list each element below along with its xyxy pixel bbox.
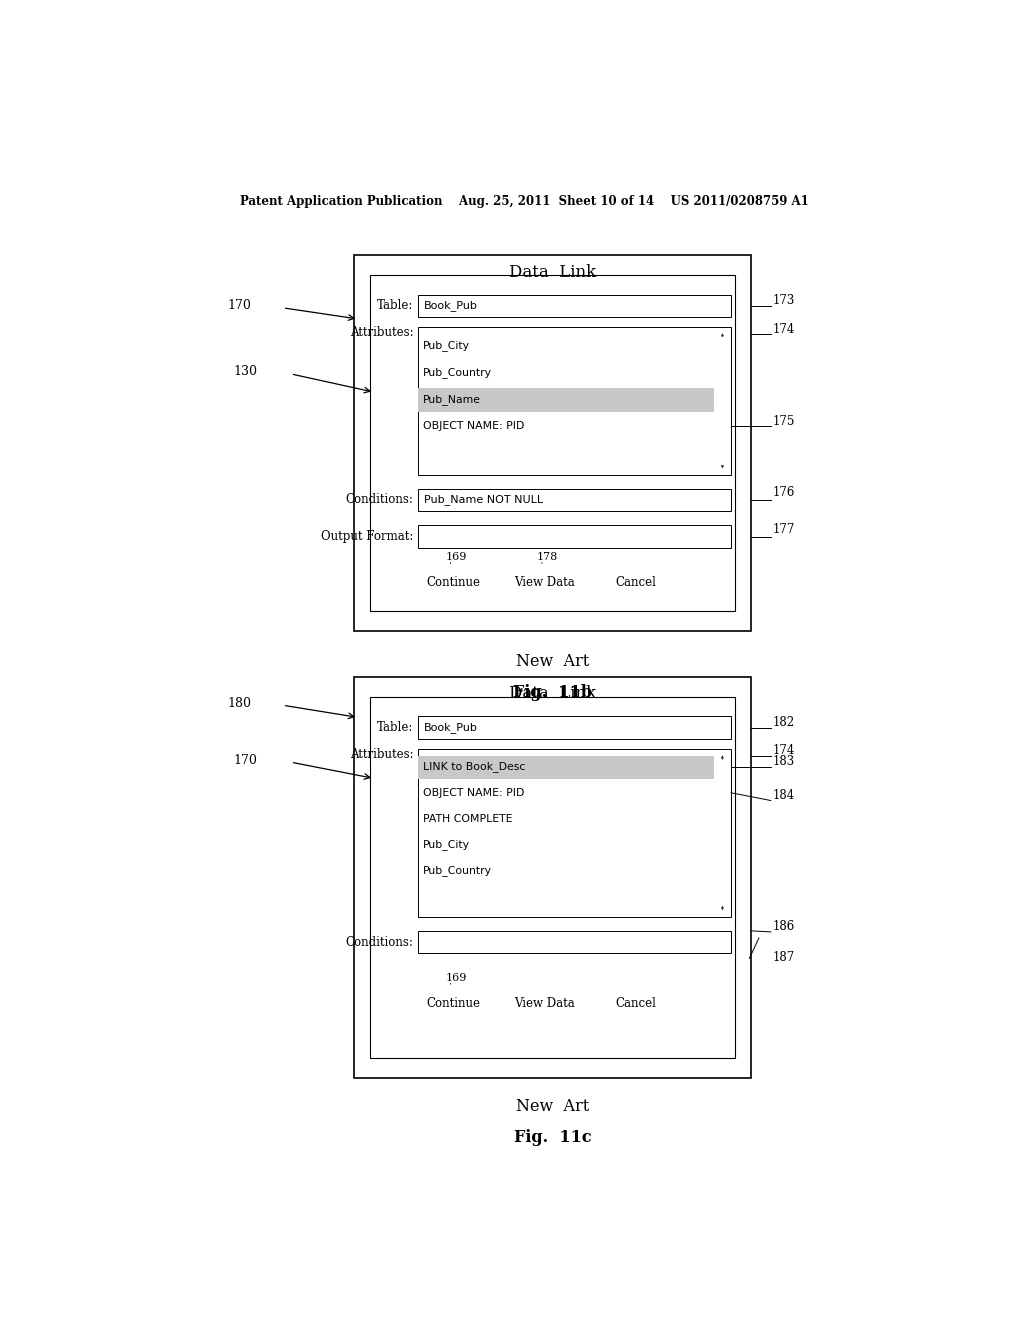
Ellipse shape <box>418 989 489 1018</box>
Text: PATH COMPLETE: PATH COMPLETE <box>423 813 513 824</box>
Text: 170: 170 <box>233 754 257 767</box>
Text: 173: 173 <box>772 294 795 308</box>
Text: Pub_City: Pub_City <box>423 840 470 850</box>
Text: 169: 169 <box>445 552 467 562</box>
Text: 174: 174 <box>772 322 795 335</box>
Text: Table:: Table: <box>377 300 414 313</box>
Bar <box>418 294 731 317</box>
Bar <box>418 931 731 953</box>
Text: 186: 186 <box>772 920 795 933</box>
Text: Book_Pub: Book_Pub <box>424 301 478 312</box>
Text: Pub_City: Pub_City <box>423 341 470 351</box>
Bar <box>418 717 731 739</box>
Text: Continue: Continue <box>426 997 480 1010</box>
Bar <box>418 525 731 548</box>
Text: 174: 174 <box>772 744 795 758</box>
Text: View Data: View Data <box>514 997 575 1010</box>
Bar <box>716 750 729 916</box>
Text: 169: 169 <box>445 973 467 982</box>
Text: 182: 182 <box>772 715 795 729</box>
Bar <box>716 750 729 767</box>
Text: 180: 180 <box>227 697 251 710</box>
Text: Conditions:: Conditions: <box>346 494 414 507</box>
Text: Cancel: Cancel <box>615 576 656 589</box>
Text: Data  Link: Data Link <box>509 264 596 281</box>
Text: 175: 175 <box>772 414 795 428</box>
Text: Output Format:: Output Format: <box>322 531 414 543</box>
Bar <box>716 771 729 801</box>
Text: Attributes:: Attributes: <box>350 326 414 339</box>
Bar <box>418 488 731 511</box>
Bar <box>419 388 715 412</box>
Bar <box>716 899 729 916</box>
Text: OBJECT NAME: PID: OBJECT NAME: PID <box>423 788 524 797</box>
Bar <box>716 329 729 343</box>
Text: OBJECT NAME: PID: OBJECT NAME: PID <box>423 421 524 432</box>
Text: 130: 130 <box>233 366 257 379</box>
Text: Patent Application Publication    Aug. 25, 2011  Sheet 10 of 14    US 2011/02087: Patent Application Publication Aug. 25, … <box>241 194 809 207</box>
Text: Book_Pub: Book_Pub <box>424 722 478 733</box>
Text: Pub_Country: Pub_Country <box>423 367 493 378</box>
Bar <box>370 697 735 1057</box>
Text: Fig.  11b: Fig. 11b <box>513 684 592 701</box>
Bar <box>716 347 729 374</box>
Bar <box>419 756 715 779</box>
Text: Continue: Continue <box>426 576 480 589</box>
Text: 184: 184 <box>772 789 795 803</box>
Text: 170: 170 <box>227 300 251 313</box>
Bar <box>418 748 731 916</box>
Bar <box>370 276 735 611</box>
Text: Cancel: Cancel <box>615 997 656 1010</box>
Text: New  Art: New Art <box>516 653 589 671</box>
Text: Pub_Name NOT NULL: Pub_Name NOT NULL <box>424 495 543 506</box>
Ellipse shape <box>509 989 581 1018</box>
Ellipse shape <box>418 568 489 597</box>
Text: Pub_Country: Pub_Country <box>423 865 493 875</box>
Text: Attributes:: Attributes: <box>350 747 414 760</box>
Text: 177: 177 <box>772 523 795 536</box>
Ellipse shape <box>509 568 581 597</box>
Text: Pub_Name: Pub_Name <box>423 393 481 405</box>
Ellipse shape <box>600 989 672 1018</box>
Bar <box>354 255 751 631</box>
Text: 178: 178 <box>537 552 558 562</box>
Text: View Data: View Data <box>514 576 575 589</box>
Text: Fig.  11c: Fig. 11c <box>514 1129 592 1146</box>
Text: Table:: Table: <box>377 721 414 734</box>
Text: Data  Link: Data Link <box>509 685 596 702</box>
Bar <box>716 329 729 474</box>
Text: 183: 183 <box>772 755 795 768</box>
Text: LINK to Book_Desc: LINK to Book_Desc <box>423 762 525 772</box>
Bar <box>354 677 751 1078</box>
Text: Conditions:: Conditions: <box>346 936 414 949</box>
Text: 176: 176 <box>772 486 795 499</box>
Bar <box>716 459 729 474</box>
Text: 187: 187 <box>772 950 795 964</box>
Ellipse shape <box>600 568 672 597</box>
Text: New  Art: New Art <box>516 1098 589 1115</box>
Bar <box>418 327 731 474</box>
